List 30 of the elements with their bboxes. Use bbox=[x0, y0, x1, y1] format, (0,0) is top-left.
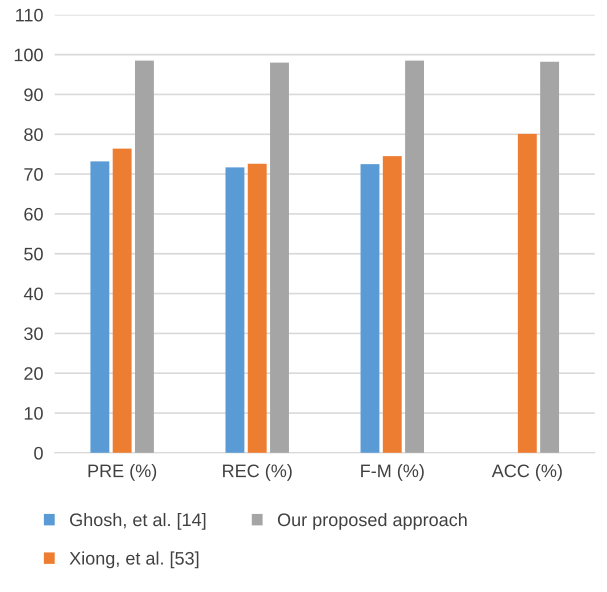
y-tick-label: 70 bbox=[24, 168, 43, 181]
y-tick-label: 40 bbox=[24, 288, 43, 300]
bar bbox=[270, 62, 289, 453]
y-tick-label: 20 bbox=[24, 367, 43, 380]
bar bbox=[405, 60, 424, 453]
bar bbox=[518, 134, 537, 453]
y-tick-label: 90 bbox=[24, 88, 43, 102]
bar bbox=[382, 156, 402, 453]
y-tick-label: 10 bbox=[24, 406, 43, 420]
bar bbox=[90, 161, 110, 453]
x-tick-label: ACC (%) bbox=[492, 464, 562, 481]
legend-label: Xiong, et al. [53] bbox=[70, 551, 198, 568]
y-tick-label: 50 bbox=[24, 248, 43, 260]
x-tick-label: REC (%) bbox=[223, 464, 292, 481]
bar bbox=[225, 167, 244, 453]
x-tick-label: PRE (%) bbox=[88, 464, 156, 481]
y-tick-label: 0 bbox=[34, 446, 43, 460]
x-tick-label: F-M (%) bbox=[361, 464, 424, 481]
y-tick-label: 60 bbox=[24, 208, 43, 221]
y-tick-label: 30 bbox=[24, 327, 43, 340]
bar bbox=[248, 164, 267, 453]
legend-label: Our proposed approach bbox=[278, 512, 467, 530]
bar bbox=[134, 60, 154, 453]
bar bbox=[360, 164, 380, 453]
y-tick-label: 110 bbox=[16, 8, 43, 22]
y-tick-label: 100 bbox=[14, 48, 43, 62]
bar bbox=[540, 62, 560, 453]
y-tick-label: 80 bbox=[24, 128, 43, 141]
legend-label: Ghosh, et al. [14] bbox=[70, 512, 206, 530]
bar bbox=[112, 148, 132, 453]
